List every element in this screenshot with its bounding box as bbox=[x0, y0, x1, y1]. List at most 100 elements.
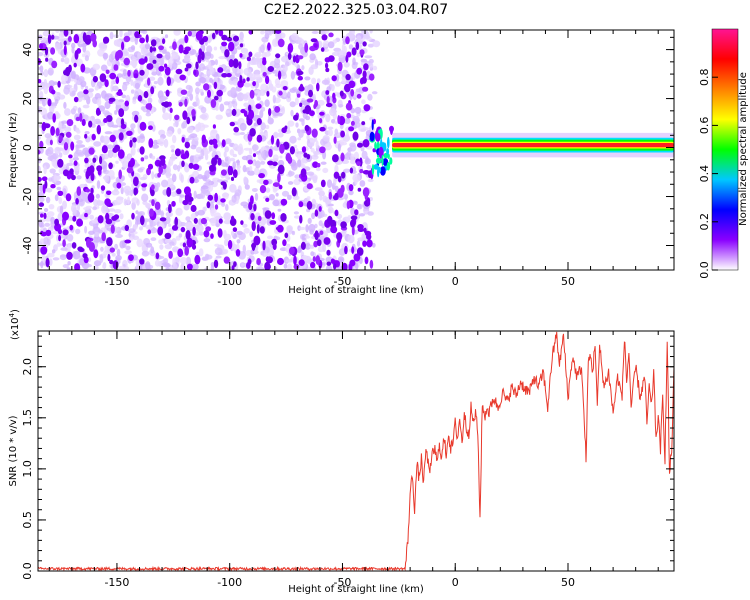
noise-dot-light bbox=[359, 213, 366, 217]
noise-dot-light bbox=[172, 164, 178, 171]
colorbar-label: Normalized spectral amplitude bbox=[738, 72, 749, 226]
noise-dot-strong bbox=[184, 34, 189, 44]
noise-dot-light bbox=[327, 41, 335, 49]
noise-dot-strong bbox=[185, 230, 191, 240]
noise-dot-light bbox=[67, 244, 71, 253]
noise-dot-light bbox=[205, 253, 210, 259]
transition-blob bbox=[374, 141, 377, 150]
noise-dot-light bbox=[334, 185, 339, 192]
noise-dot-strong bbox=[341, 171, 346, 179]
noise-dot-light bbox=[46, 188, 53, 193]
noise-dot-light bbox=[47, 252, 55, 258]
noise-dot-light bbox=[94, 85, 99, 91]
noise-dot-strong bbox=[355, 41, 360, 51]
noise-dot-strong bbox=[313, 240, 318, 248]
noise-dot-strong bbox=[277, 38, 285, 48]
noise-dot-strong bbox=[231, 265, 235, 270]
noise-dot-strong bbox=[255, 103, 262, 109]
noise-dot-strong bbox=[320, 47, 325, 52]
noise-dot-light bbox=[224, 156, 229, 162]
y-tick-label: -40 bbox=[21, 237, 34, 255]
noise-dot-strong bbox=[147, 77, 151, 86]
noise-dot-strong bbox=[84, 157, 89, 164]
noise-dot-light bbox=[301, 119, 305, 126]
noise-dot-light bbox=[41, 218, 46, 223]
noise-dot-strong bbox=[75, 116, 81, 122]
noise-dot-light bbox=[246, 72, 253, 78]
noise-dot-light bbox=[130, 147, 136, 156]
noise-dot-light bbox=[350, 207, 356, 216]
noise-dot-strong bbox=[359, 169, 364, 174]
noise-dot-strong bbox=[182, 110, 188, 120]
noise-dot-light bbox=[360, 128, 367, 132]
noise-dot-light bbox=[186, 126, 194, 134]
noise-dot-strong bbox=[164, 63, 168, 68]
noise-dot-strong bbox=[310, 38, 318, 43]
noise-dot-light bbox=[287, 263, 292, 270]
noise-dot-strong bbox=[351, 226, 355, 236]
noise-dot-strong bbox=[362, 139, 370, 148]
noise-dot-strong bbox=[221, 73, 228, 78]
noise-dot-light bbox=[58, 152, 63, 158]
noise-dot-light bbox=[294, 174, 301, 179]
noise-dot-strong bbox=[192, 163, 200, 170]
noise-dot-light bbox=[110, 80, 114, 87]
noise-dot-light bbox=[164, 244, 172, 250]
noise-dot-strong bbox=[189, 176, 195, 184]
noise-dot-light bbox=[216, 82, 221, 91]
noise-dot-strong bbox=[357, 187, 362, 192]
noise-dot-light bbox=[169, 241, 175, 246]
noise-dot-strong bbox=[74, 50, 79, 60]
snr-x-ticks: -150 -100 -50 0 50 bbox=[48, 331, 659, 589]
noise-dot-light bbox=[346, 151, 352, 158]
noise-dot-light bbox=[189, 133, 198, 139]
snr-multiplier-exponent: 4 bbox=[8, 312, 16, 317]
noise-dot-light bbox=[62, 188, 67, 197]
noise-dot-light bbox=[38, 157, 42, 164]
noise-dot-strong bbox=[169, 107, 173, 113]
noise-dot-strong bbox=[334, 209, 339, 217]
noise-dot-strong bbox=[99, 156, 103, 165]
noise-dot-strong bbox=[191, 109, 196, 117]
noise-dot-strong bbox=[123, 57, 130, 66]
spectrogram-panel: -150 -100 -50 0 50 -40 -20 0 20 40 Height of str… bbox=[8, 29, 675, 296]
band-red bbox=[392, 142, 674, 148]
noise-dot-light bbox=[76, 175, 82, 180]
noise-dot-light bbox=[372, 40, 381, 48]
noise-dot-light bbox=[245, 249, 252, 257]
noise-dot-strong bbox=[233, 126, 239, 133]
noise-dot-strong bbox=[346, 51, 352, 58]
noise-dot-light bbox=[160, 57, 165, 66]
noise-dot-strong bbox=[224, 49, 230, 58]
noise-dot-light bbox=[349, 144, 357, 152]
noise-dot-light bbox=[184, 137, 188, 143]
noise-dot-strong bbox=[350, 89, 355, 97]
noise-dot-strong bbox=[158, 65, 165, 72]
snr-frame bbox=[37, 330, 675, 572]
noise-dot-light bbox=[262, 252, 269, 257]
noise-dot-light bbox=[149, 76, 156, 81]
noise-dot-light bbox=[366, 164, 372, 170]
noise-dot-strong bbox=[84, 212, 88, 218]
noise-dot-strong bbox=[133, 176, 139, 187]
noise-dot-strong bbox=[155, 252, 160, 260]
noise-dot-light bbox=[203, 51, 212, 60]
noise-dot-light bbox=[38, 211, 45, 215]
noise-dot-light bbox=[47, 111, 55, 120]
noise-dot-strong bbox=[171, 200, 176, 207]
x-tick-label: -100 bbox=[217, 576, 242, 589]
noise-dot-strong bbox=[316, 82, 320, 92]
noise-dot-strong bbox=[314, 99, 318, 108]
noise-dot-light bbox=[151, 71, 158, 76]
noise-dot-light bbox=[144, 68, 149, 77]
noise-dot-light bbox=[157, 139, 161, 144]
noise-dot-light bbox=[42, 237, 50, 245]
noise-dot-light bbox=[172, 246, 180, 253]
transition-blob bbox=[390, 128, 393, 136]
noise-dot-strong bbox=[139, 69, 145, 76]
noise-dot-light bbox=[204, 182, 212, 186]
noise-dot-light bbox=[287, 120, 295, 127]
noise-dot-strong bbox=[325, 67, 330, 73]
noise-dot-strong bbox=[68, 154, 73, 159]
noise-dot-strong bbox=[145, 34, 149, 43]
